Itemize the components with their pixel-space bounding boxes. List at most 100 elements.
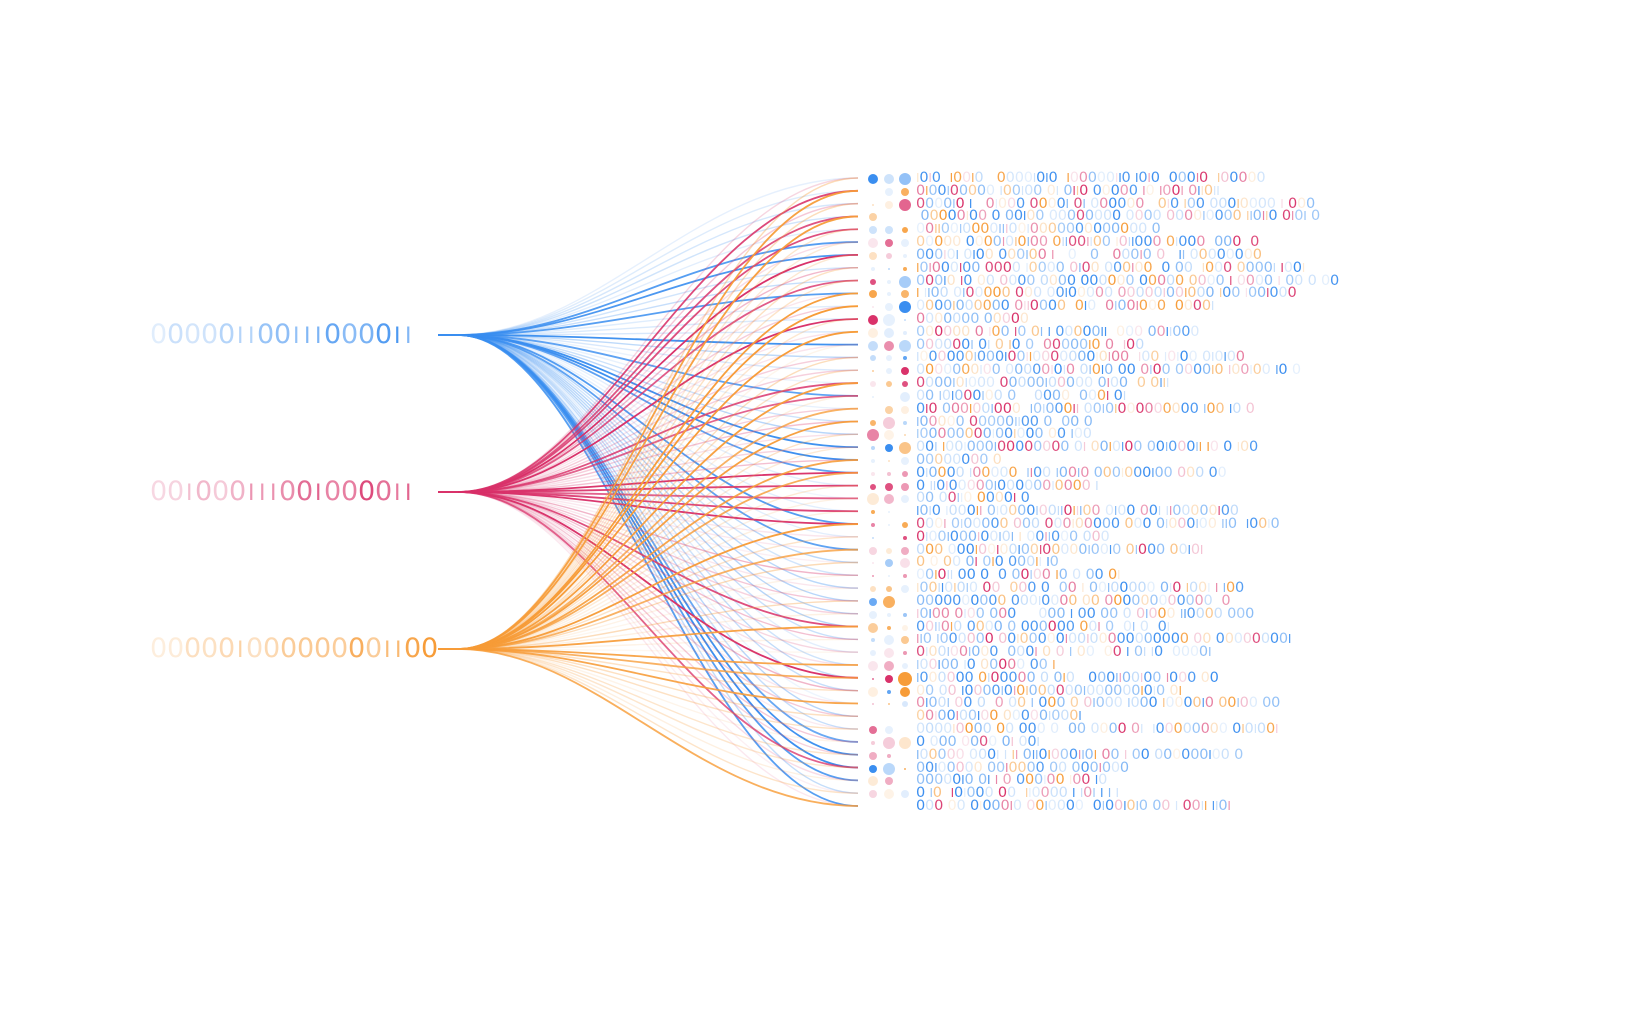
row-bits: 00 00II0 0000I 0 [916, 490, 1030, 507]
connection-curve [457, 334, 859, 602]
connection-curve [457, 189, 859, 493]
indicator-dot [872, 703, 874, 706]
row-bits: 000 000I00I00I00I00000I00I0 0I000 00I0I [916, 541, 1204, 558]
indicator-dot [888, 511, 890, 514]
connection-curve [457, 491, 859, 653]
source-bit: 0 [184, 319, 202, 350]
indicator-dot [904, 318, 906, 321]
source-bit: 0 [274, 319, 292, 350]
connection-curve [457, 292, 859, 336]
source-bit: 0 [195, 476, 213, 507]
source-bit: 0 [150, 476, 168, 507]
connection-curve [457, 491, 859, 807]
source-bit: I [405, 481, 412, 506]
indicator-dot [904, 767, 906, 770]
connection-curve [457, 433, 859, 650]
indicator-dot [868, 238, 878, 249]
connection-curve [457, 334, 859, 577]
source-bit: I [237, 638, 244, 663]
connection-curve [457, 334, 859, 653]
source-bit: 0 [246, 633, 264, 664]
indicator-dot [899, 301, 911, 314]
connection-curve [457, 648, 859, 717]
row-bits: 0000I0000 00 000 0 00 0000 0I I00000000 … [916, 721, 1279, 738]
connection-curve [457, 189, 859, 650]
indicator-dot [869, 597, 877, 606]
indicator-dot [870, 419, 876, 426]
indicator-dot [872, 536, 874, 539]
connection-curve [457, 228, 859, 493]
indicator-dot [872, 395, 874, 398]
source-bit: I [248, 324, 255, 349]
indicator-dot [902, 470, 908, 477]
connection-curve [457, 648, 859, 730]
connection-curve [457, 334, 859, 551]
source-bit: 0 [201, 633, 219, 664]
indicator-dot [902, 701, 908, 708]
indicator-dot [872, 370, 874, 373]
source-bit: 0 [324, 319, 342, 350]
indicator-dot [904, 434, 906, 437]
source-bit: 0 [341, 319, 359, 350]
indicator-dot [885, 674, 893, 683]
connection-curve [457, 491, 859, 769]
connection-curve [457, 334, 859, 717]
connection-curve [457, 334, 859, 346]
indicator-dot [869, 213, 877, 222]
connection-curve [457, 491, 859, 538]
indicator-dot [883, 762, 895, 775]
row-bits: II0 I000000 00I00000I00I00000000000 00 0… [916, 631, 1292, 648]
connection-curve [457, 202, 859, 336]
indicator-dot [884, 789, 894, 800]
indicator-dot [872, 306, 874, 309]
indicator-dot [868, 622, 878, 633]
source-bit: 0 [324, 476, 342, 507]
connection-curve [457, 491, 859, 782]
indicator-dot [902, 663, 908, 670]
indicator-dot [900, 391, 910, 402]
row-bits: 00II0I0 0000 0 000000 00I 0 0I 0 0I [916, 618, 1170, 635]
row-bits: 0000I000000 0II0000 0I0 0I00I000 0000I [916, 298, 1215, 315]
indicator-dot [901, 187, 909, 196]
indicator-dot [901, 585, 909, 594]
row-bits: I0I00 0I00 000 000 I 00 00 0 0I000 II000… [916, 605, 1255, 622]
source-bit: 0 [167, 319, 185, 350]
row-bits: 00II00I0000III00I0000000000000 0 [916, 221, 1161, 238]
source-bit: 0 [297, 633, 315, 664]
indicator-dot [903, 574, 907, 579]
indicator-dot [888, 575, 890, 578]
indicator-dot [886, 381, 892, 388]
indicator-dot [887, 689, 891, 694]
indicator-dot [886, 252, 892, 259]
connection-curve [457, 334, 859, 487]
connection-curve [457, 491, 859, 525]
indicator-dot [902, 624, 908, 631]
indicator-dot [868, 314, 878, 325]
indicator-dot [899, 736, 911, 749]
source-bit: 0 [218, 319, 236, 350]
row-bits: I00000000I00I000 00 I00 [916, 426, 1092, 443]
indicator-dot [884, 327, 894, 338]
indicator-dot [884, 648, 894, 659]
row-bits: I0I0 I000II 0I0000I00II0III00 0I00 00I I… [916, 503, 1239, 520]
connection-curve [457, 600, 859, 650]
source-bit: 0 [212, 476, 230, 507]
indicator-dot [887, 612, 891, 617]
connection-curve [457, 394, 859, 493]
connection-curve [457, 334, 859, 359]
connection-curve [457, 318, 859, 493]
connection-curve [457, 625, 859, 650]
connection-curve [457, 253, 859, 493]
indicator-dot [885, 405, 893, 414]
indicator-dot [886, 368, 892, 375]
source-bit: 0 [365, 633, 383, 664]
connection-curve [457, 334, 859, 807]
indicator-dot [888, 267, 890, 270]
connection-curve [457, 491, 859, 551]
indicator-dot [868, 686, 878, 697]
indicator-dot [884, 430, 894, 441]
indicator-dot [901, 456, 909, 465]
indicator-dot [900, 686, 910, 697]
row-bits: 000 00 0I000I0 00I0000 0I00I0I0 00 I 00I… [916, 798, 1231, 814]
connection-curve [457, 241, 859, 336]
